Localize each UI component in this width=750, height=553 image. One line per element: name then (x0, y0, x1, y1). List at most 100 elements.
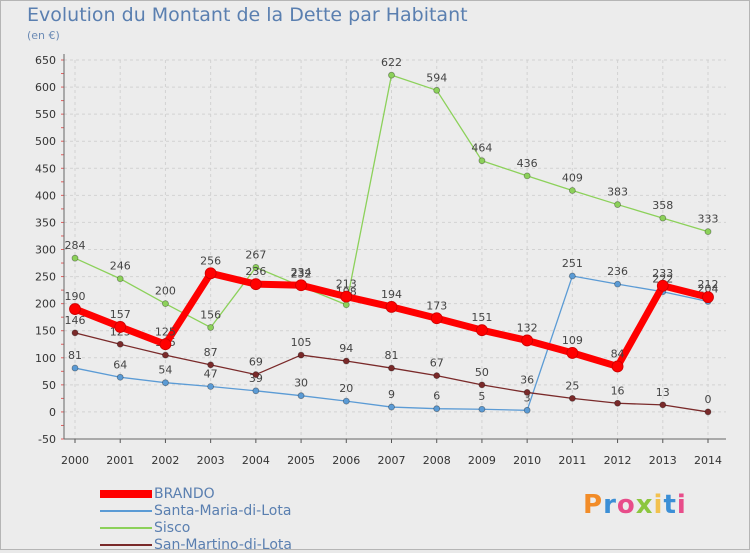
data-point (116, 340, 124, 348)
legend-swatch (100, 490, 152, 498)
data-label: 0 (705, 393, 712, 406)
data-point (162, 300, 169, 308)
data-point (388, 364, 395, 372)
data-label: 200 (155, 285, 176, 298)
y-tick-label: 350 (35, 216, 56, 229)
data-point (478, 157, 486, 165)
data-label: 47 (204, 367, 218, 380)
y-tick-label: 450 (35, 162, 56, 175)
data-label: 9 (388, 388, 395, 401)
data-point (659, 401, 667, 409)
logo-letter: P (583, 490, 604, 520)
x-tick-label: 2011 (558, 454, 586, 467)
x-tick-label: 2005 (287, 454, 315, 467)
data-label: 87 (204, 346, 218, 359)
x-tick-label: 2009 (468, 454, 496, 467)
data-label: 39 (249, 372, 263, 385)
data-point (614, 280, 621, 288)
data-label: 213 (336, 278, 357, 291)
y-tick-label: 200 (35, 298, 56, 311)
y-tick-label: 0 (49, 406, 56, 419)
y-tick-label: 150 (35, 325, 56, 338)
data-label: 50 (475, 366, 489, 379)
data-label: 246 (110, 260, 131, 273)
data-label: 436 (517, 157, 538, 170)
data-label: 20 (339, 382, 353, 395)
legend-swatch (100, 544, 152, 546)
data-point (568, 394, 576, 402)
data-label: 267 (245, 248, 266, 261)
data-label: 156 (200, 308, 221, 321)
data-point (252, 371, 260, 378)
data-point (207, 324, 215, 331)
data-point (204, 267, 217, 280)
data-point (478, 405, 486, 413)
data-label: 233 (652, 267, 673, 280)
data-label: 81 (385, 349, 399, 362)
data-point (342, 301, 350, 309)
data-label: 464 (471, 142, 492, 155)
legend-label: Sisco (154, 520, 191, 536)
data-label: 251 (562, 257, 583, 270)
data-label: 256 (200, 254, 221, 267)
x-tick-label: 2002 (151, 454, 179, 467)
data-label: 5 (478, 390, 485, 403)
legend-item: Santa-Maria-di-Lota (100, 503, 291, 519)
data-label: 81 (68, 349, 82, 362)
x-tick-label: 2013 (649, 454, 677, 467)
data-point (433, 372, 441, 380)
data-point (433, 86, 441, 94)
data-label: 622 (381, 56, 402, 69)
data-point (614, 201, 621, 208)
data-label: 173 (426, 299, 447, 312)
x-tick-label: 2007 (378, 454, 406, 467)
data-label: 54 (158, 364, 172, 377)
data-point (704, 228, 712, 236)
data-point (342, 397, 350, 405)
data-point (614, 399, 621, 407)
data-label: 151 (471, 311, 492, 324)
data-point (295, 279, 307, 292)
x-tick-label: 2001 (106, 454, 134, 467)
data-label: 3 (524, 391, 531, 404)
data-label: 594 (426, 71, 447, 84)
data-label: 333 (698, 213, 719, 226)
data-label: 105 (291, 336, 312, 349)
x-tick-label: 2003 (197, 454, 225, 467)
logo-letter: x (635, 490, 654, 520)
data-point (71, 364, 79, 372)
data-point (388, 71, 395, 79)
data-label: 194 (381, 288, 402, 301)
data-label: 84 (611, 347, 625, 360)
data-label: 16 (611, 384, 625, 397)
data-point (297, 392, 305, 400)
legend-label: Santa-Maria-di-Lota (154, 503, 292, 519)
data-point (388, 403, 395, 411)
y-tick-label: 600 (35, 81, 56, 94)
x-tick-label: 2014 (694, 454, 722, 467)
data-point (656, 279, 669, 292)
data-label: 25 (565, 379, 579, 392)
data-point (478, 381, 486, 389)
data-label: 190 (65, 290, 86, 303)
x-tick-label: 2010 (513, 454, 541, 467)
y-tick-label: 100 (35, 352, 56, 365)
data-label: 67 (430, 357, 444, 370)
data-point (568, 272, 576, 280)
data-label: 6 (433, 390, 440, 403)
legend-swatch (100, 510, 152, 512)
y-tick-label: 300 (35, 244, 56, 257)
data-point (162, 351, 169, 359)
x-tick-label: 2012 (604, 454, 632, 467)
data-label: 132 (517, 321, 538, 334)
data-label: 64 (113, 358, 127, 371)
x-tick-label: 2008 (423, 454, 451, 467)
data-point (702, 291, 714, 304)
legend-item: San-Martino-di-Lota (100, 537, 292, 553)
data-label: 212 (698, 278, 719, 291)
data-point (659, 214, 667, 222)
y-tick-label: 500 (35, 135, 56, 148)
data-label: 157 (110, 308, 131, 321)
proxiti-logo: Proxiti (583, 490, 687, 520)
